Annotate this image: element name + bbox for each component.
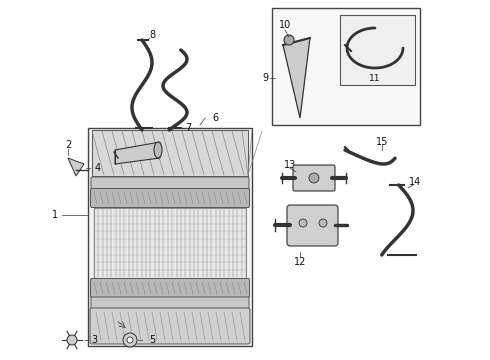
FancyBboxPatch shape (287, 205, 338, 246)
Text: 5: 5 (149, 335, 155, 345)
Bar (94, 208, 246, 278)
Bar (272, 8, 420, 125)
Text: 1: 1 (52, 210, 58, 220)
Text: 11: 11 (369, 73, 381, 82)
Circle shape (67, 335, 77, 345)
Ellipse shape (154, 142, 162, 158)
Circle shape (299, 219, 307, 227)
Text: 15: 15 (376, 137, 388, 147)
Bar (88, 128, 252, 346)
FancyBboxPatch shape (90, 308, 250, 344)
Polygon shape (115, 142, 160, 164)
Text: 8: 8 (149, 30, 155, 40)
Text: 12: 12 (294, 257, 306, 267)
Text: 4: 4 (95, 163, 101, 173)
Text: 10: 10 (279, 20, 291, 30)
FancyBboxPatch shape (293, 165, 335, 191)
Bar (340, 15, 415, 85)
Text: 7: 7 (185, 123, 191, 133)
Text: 6: 6 (212, 113, 218, 123)
Bar (92, 130, 248, 176)
Text: 9: 9 (262, 73, 268, 83)
Circle shape (309, 173, 319, 183)
FancyBboxPatch shape (91, 189, 249, 207)
Circle shape (319, 219, 327, 227)
Circle shape (127, 337, 133, 343)
FancyBboxPatch shape (91, 297, 249, 309)
Text: 14: 14 (409, 177, 421, 187)
Text: 3: 3 (91, 335, 97, 345)
Circle shape (123, 333, 137, 347)
Polygon shape (68, 158, 84, 176)
Circle shape (284, 35, 294, 45)
FancyBboxPatch shape (91, 279, 249, 297)
Text: 13: 13 (284, 160, 296, 170)
Polygon shape (283, 38, 310, 118)
Text: 2: 2 (65, 140, 71, 150)
FancyBboxPatch shape (91, 177, 249, 189)
